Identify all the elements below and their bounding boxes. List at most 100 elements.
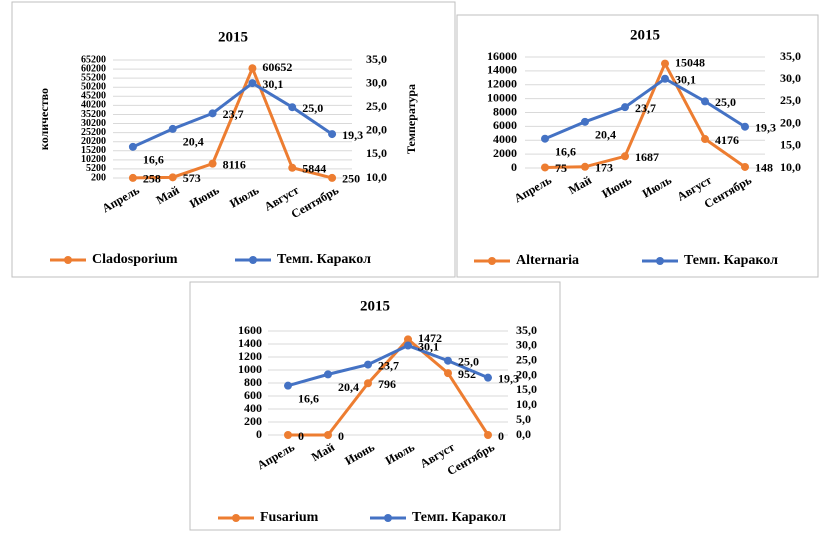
data-point [701, 135, 709, 144]
y-tick-label: 55200 [81, 72, 106, 83]
y2-tick-label: 15,0 [516, 382, 537, 396]
legend-swatch-marker [384, 514, 392, 522]
data-label: 30,1 [418, 339, 439, 353]
y2-tick-label: 0,0 [516, 427, 531, 441]
legend-swatch-marker [656, 257, 664, 265]
y-tick-label: 10000 [487, 90, 517, 104]
data-point [288, 103, 297, 112]
data-label: 250 [342, 172, 360, 186]
y-tick-label: 50200 [81, 82, 106, 93]
data-label: 0 [338, 429, 344, 443]
y-tick-label: 65200 [81, 54, 106, 65]
data-label: 148 [755, 161, 773, 175]
chart-title: 2015 [218, 29, 248, 45]
data-label: 15048 [675, 55, 705, 69]
y-tick-label: 1600 [238, 323, 262, 337]
chart-frame [11, 1, 456, 278]
data-point [484, 431, 492, 439]
y-tick-label: 25200 [81, 127, 106, 138]
y-tick-label: 400 [244, 401, 262, 415]
y-tick-label: 14000 [487, 63, 517, 77]
series-line [544, 60, 746, 169]
data-point [284, 431, 292, 439]
y-tick-label: 60200 [81, 63, 106, 74]
data-point [168, 173, 177, 182]
series-line [132, 81, 333, 149]
data-point [621, 152, 629, 161]
data-label: 8116 [223, 157, 246, 171]
legend-label: Темп. Каракол [277, 252, 371, 267]
y2-tick-label: 25,0 [780, 93, 801, 107]
y2-tick-label: 30,0 [516, 338, 537, 352]
legend-swatch-marker [488, 257, 496, 265]
data-label: 23,7 [223, 107, 244, 121]
y-tick-label: 6000 [493, 118, 517, 132]
y2-tick-label: 10,0 [516, 397, 537, 411]
data-label: 30,1 [675, 73, 696, 87]
data-label: 258 [143, 172, 161, 186]
legend-label: Fusarium [260, 510, 319, 525]
data-point [208, 159, 217, 168]
data-point [328, 173, 337, 182]
data-label: 25,0 [458, 354, 479, 368]
data-point [324, 431, 332, 439]
data-label: 173 [595, 161, 613, 175]
data-label: 796 [378, 377, 396, 391]
y2-tick-label: 25,0 [516, 352, 537, 366]
y-tick-label: 8000 [493, 104, 517, 118]
data-point [128, 173, 137, 182]
data-label: 0 [298, 429, 304, 443]
data-point [661, 74, 669, 83]
data-label: 5844 [302, 162, 326, 176]
y-axis-label: количество [37, 88, 51, 150]
legend-label: Темп. Каракол [684, 253, 778, 268]
y-tick-label: 4000 [493, 132, 517, 146]
y-tick-label: 10200 [81, 154, 106, 165]
y-tick-label: 35200 [81, 109, 106, 120]
data-point [404, 341, 412, 350]
chart-frame [189, 281, 561, 531]
legend-label: Темп. Каракол [412, 510, 506, 525]
data-point [581, 162, 589, 171]
y2-tick-label: 20,0 [366, 123, 387, 137]
y-tick-label: 1000 [238, 362, 262, 376]
legend-swatch-marker [249, 256, 257, 264]
y2-tick-label: 20,0 [516, 367, 537, 381]
data-label: 25,0 [715, 95, 736, 109]
y2-tick-label: 10,0 [780, 160, 801, 174]
data-point [484, 373, 492, 382]
data-label: 23,7 [378, 358, 399, 372]
data-point [324, 370, 332, 379]
y2-tick-label: 5,0 [516, 412, 531, 426]
y2-tick-label: 15,0 [780, 138, 801, 152]
data-label: 1472 [418, 331, 442, 345]
y-tick-label: 5200 [86, 163, 106, 174]
data-label: 25,0 [302, 101, 323, 115]
data-point [364, 379, 372, 388]
data-point [128, 142, 137, 151]
data-label: 19,3 [755, 120, 776, 134]
data-label: 16,6 [555, 144, 576, 158]
data-point [284, 381, 292, 390]
data-label: 20,4 [338, 380, 359, 394]
y-tick-label: 1200 [238, 349, 262, 363]
series-line [132, 64, 333, 180]
data-point [404, 335, 412, 344]
data-point [288, 163, 297, 172]
legend-swatch-marker [64, 256, 72, 264]
data-point [208, 109, 217, 118]
y2-tick-label: 30,0 [780, 71, 801, 85]
data-point [741, 122, 749, 131]
y2-tick-label: 10,0 [366, 170, 387, 184]
data-point [444, 369, 452, 378]
data-point [621, 103, 629, 112]
y-tick-label: 45200 [81, 91, 106, 102]
y-tick-label: 200 [91, 172, 106, 183]
y-tick-label: 30200 [81, 118, 106, 129]
legend-label: Cladosporium [92, 252, 178, 267]
y2-tick-label: 25,0 [366, 99, 387, 113]
data-point [444, 356, 452, 365]
data-point [248, 64, 257, 73]
y2-tick-label: 30,0 [366, 75, 387, 89]
